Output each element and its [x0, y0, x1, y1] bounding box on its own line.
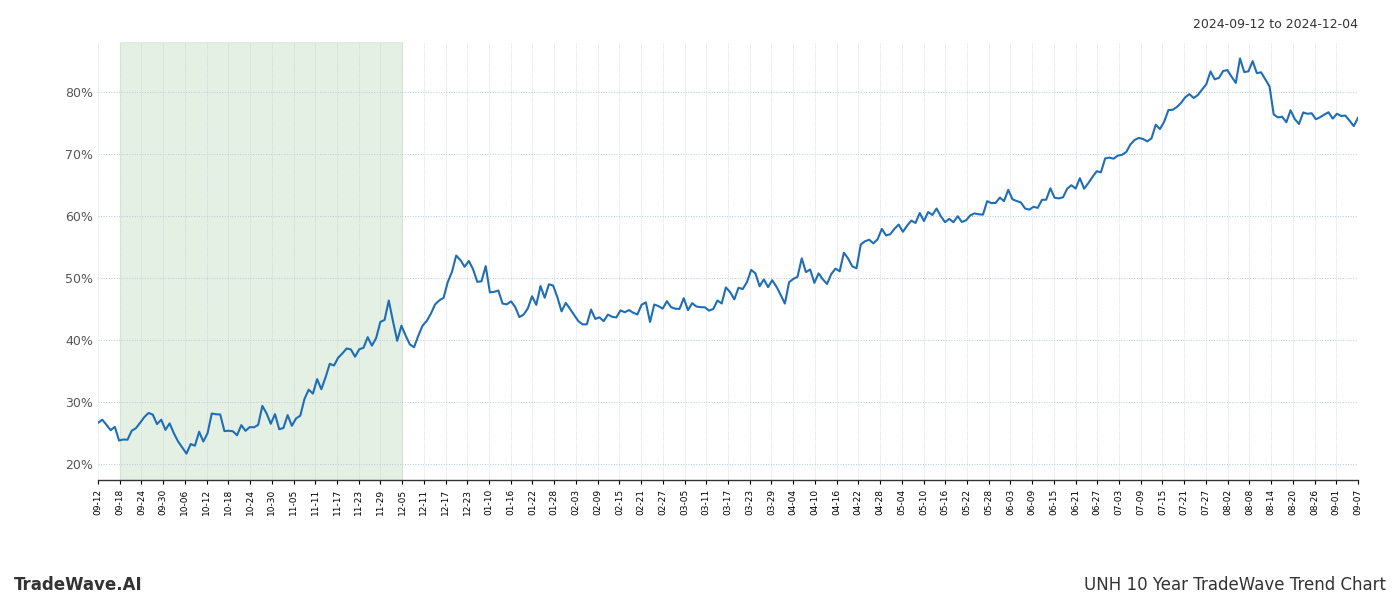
Text: UNH 10 Year TradeWave Trend Chart: UNH 10 Year TradeWave Trend Chart — [1084, 576, 1386, 594]
Text: TradeWave.AI: TradeWave.AI — [14, 576, 143, 594]
Text: 2024-09-12 to 2024-12-04: 2024-09-12 to 2024-12-04 — [1193, 18, 1358, 31]
Bar — [120, 42, 402, 480]
